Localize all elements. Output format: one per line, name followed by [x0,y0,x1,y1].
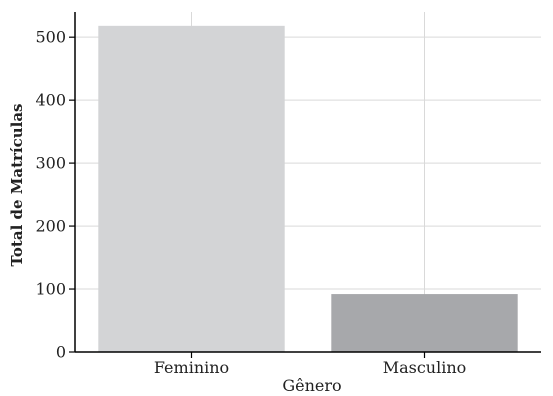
y-tick-label: 400 [35,91,66,110]
y-tick-label: 100 [35,280,66,299]
bar-feminino [98,25,285,352]
axes-group [69,12,541,358]
y-tick-label: 300 [35,154,66,173]
x-tick-labels: Feminino Masculino [154,358,466,377]
x-tick-label: Feminino [154,358,229,377]
y-tick-label: 500 [35,28,66,47]
bar-masculino [331,294,518,352]
y-tick-label: 0 [56,343,66,362]
x-axis-label: Gênero [282,376,341,395]
y-axis-label: Total de Matrículas [8,103,26,266]
y-tick-labels: 0 100 200 300 400 500 [35,28,66,362]
x-tick-label: Masculino [383,358,467,377]
y-tick-label: 200 [35,217,66,236]
bars-group [98,25,518,352]
